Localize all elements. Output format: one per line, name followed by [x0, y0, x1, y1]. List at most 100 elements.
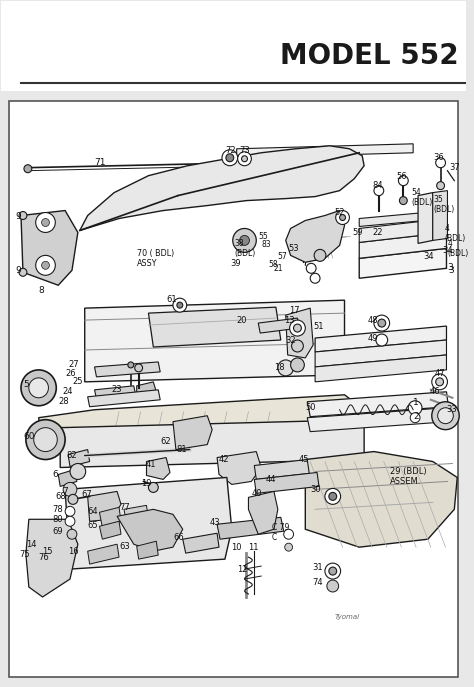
Circle shape: [29, 378, 48, 398]
Circle shape: [128, 362, 134, 368]
Circle shape: [400, 196, 407, 205]
Text: 11: 11: [248, 543, 259, 552]
Text: 63: 63: [119, 541, 130, 551]
Text: 51: 51: [313, 322, 324, 330]
Circle shape: [21, 370, 56, 406]
Text: 30: 30: [310, 485, 321, 494]
Polygon shape: [100, 507, 121, 527]
Polygon shape: [173, 416, 212, 449]
Polygon shape: [137, 541, 158, 559]
Text: 18: 18: [274, 363, 284, 372]
Text: Tyomal: Tyomal: [335, 614, 360, 620]
Text: 58: 58: [268, 260, 278, 269]
Text: 47: 47: [435, 370, 446, 379]
Polygon shape: [237, 144, 413, 158]
Polygon shape: [217, 451, 261, 484]
Bar: [9, 101, 458, 677]
Text: 77: 77: [119, 503, 130, 512]
Text: 62: 62: [160, 437, 171, 446]
Text: 71: 71: [94, 158, 106, 167]
Circle shape: [329, 567, 337, 575]
Text: 55: 55: [258, 232, 268, 241]
Polygon shape: [286, 308, 313, 358]
Polygon shape: [88, 544, 119, 564]
Polygon shape: [359, 210, 447, 227]
Text: 12: 12: [237, 565, 247, 574]
Text: 44: 44: [266, 475, 277, 484]
Polygon shape: [26, 519, 78, 597]
Circle shape: [290, 320, 305, 336]
Circle shape: [67, 529, 77, 539]
Polygon shape: [286, 210, 345, 262]
Text: 81: 81: [176, 445, 187, 454]
Text: 59: 59: [352, 228, 363, 237]
Text: 17: 17: [289, 306, 299, 315]
Circle shape: [285, 543, 292, 551]
Polygon shape: [88, 491, 121, 521]
Text: 49: 49: [368, 333, 379, 343]
Text: 26: 26: [65, 370, 76, 379]
Text: 37: 37: [449, 164, 460, 172]
Text: 2: 2: [413, 412, 419, 421]
Polygon shape: [88, 390, 160, 407]
Polygon shape: [85, 300, 345, 382]
Text: 35
(BDL): 35 (BDL): [434, 195, 455, 214]
Polygon shape: [255, 473, 319, 493]
Text: 25: 25: [72, 377, 82, 386]
Polygon shape: [183, 533, 219, 553]
Text: 31: 31: [312, 563, 323, 572]
Circle shape: [376, 334, 388, 346]
Circle shape: [19, 212, 27, 220]
Polygon shape: [258, 318, 300, 333]
Polygon shape: [137, 382, 156, 398]
Text: 72: 72: [225, 146, 236, 155]
Circle shape: [432, 374, 447, 390]
Text: 39: 39: [231, 259, 241, 268]
Text: 45: 45: [299, 455, 309, 464]
Circle shape: [336, 210, 349, 225]
Circle shape: [327, 580, 338, 592]
Text: 15: 15: [43, 547, 53, 556]
Circle shape: [24, 165, 32, 172]
Circle shape: [242, 156, 247, 161]
Circle shape: [26, 420, 65, 460]
Circle shape: [408, 401, 422, 415]
Text: 76: 76: [39, 552, 49, 562]
Text: 16: 16: [68, 547, 79, 556]
Circle shape: [135, 364, 143, 372]
Circle shape: [436, 158, 446, 168]
Text: 6: 6: [52, 470, 58, 479]
Circle shape: [226, 154, 234, 161]
Text: 65: 65: [88, 521, 98, 530]
Polygon shape: [39, 395, 364, 455]
Polygon shape: [94, 386, 136, 398]
Circle shape: [325, 488, 341, 504]
Text: 50: 50: [305, 403, 316, 412]
Circle shape: [19, 269, 27, 276]
Polygon shape: [359, 232, 447, 258]
Text: 5: 5: [23, 381, 29, 390]
Circle shape: [148, 482, 158, 493]
Circle shape: [432, 402, 459, 429]
Text: 83: 83: [261, 240, 271, 249]
Polygon shape: [148, 307, 281, 347]
Circle shape: [314, 249, 326, 261]
Circle shape: [329, 493, 337, 500]
Text: 9: 9: [15, 212, 21, 221]
Text: 19: 19: [142, 479, 152, 488]
Circle shape: [291, 358, 304, 372]
Circle shape: [339, 214, 346, 221]
Polygon shape: [60, 420, 364, 467]
Text: 40: 40: [251, 489, 262, 498]
Text: MODEL 552: MODEL 552: [280, 42, 458, 70]
Text: 42: 42: [219, 455, 229, 464]
Circle shape: [378, 319, 386, 327]
Text: 82: 82: [66, 451, 77, 460]
Text: 68: 68: [55, 492, 66, 501]
Circle shape: [437, 181, 445, 190]
Polygon shape: [307, 408, 448, 431]
Text: 27: 27: [68, 361, 79, 370]
Circle shape: [292, 340, 303, 352]
Polygon shape: [117, 509, 183, 551]
Text: 66: 66: [173, 532, 184, 542]
